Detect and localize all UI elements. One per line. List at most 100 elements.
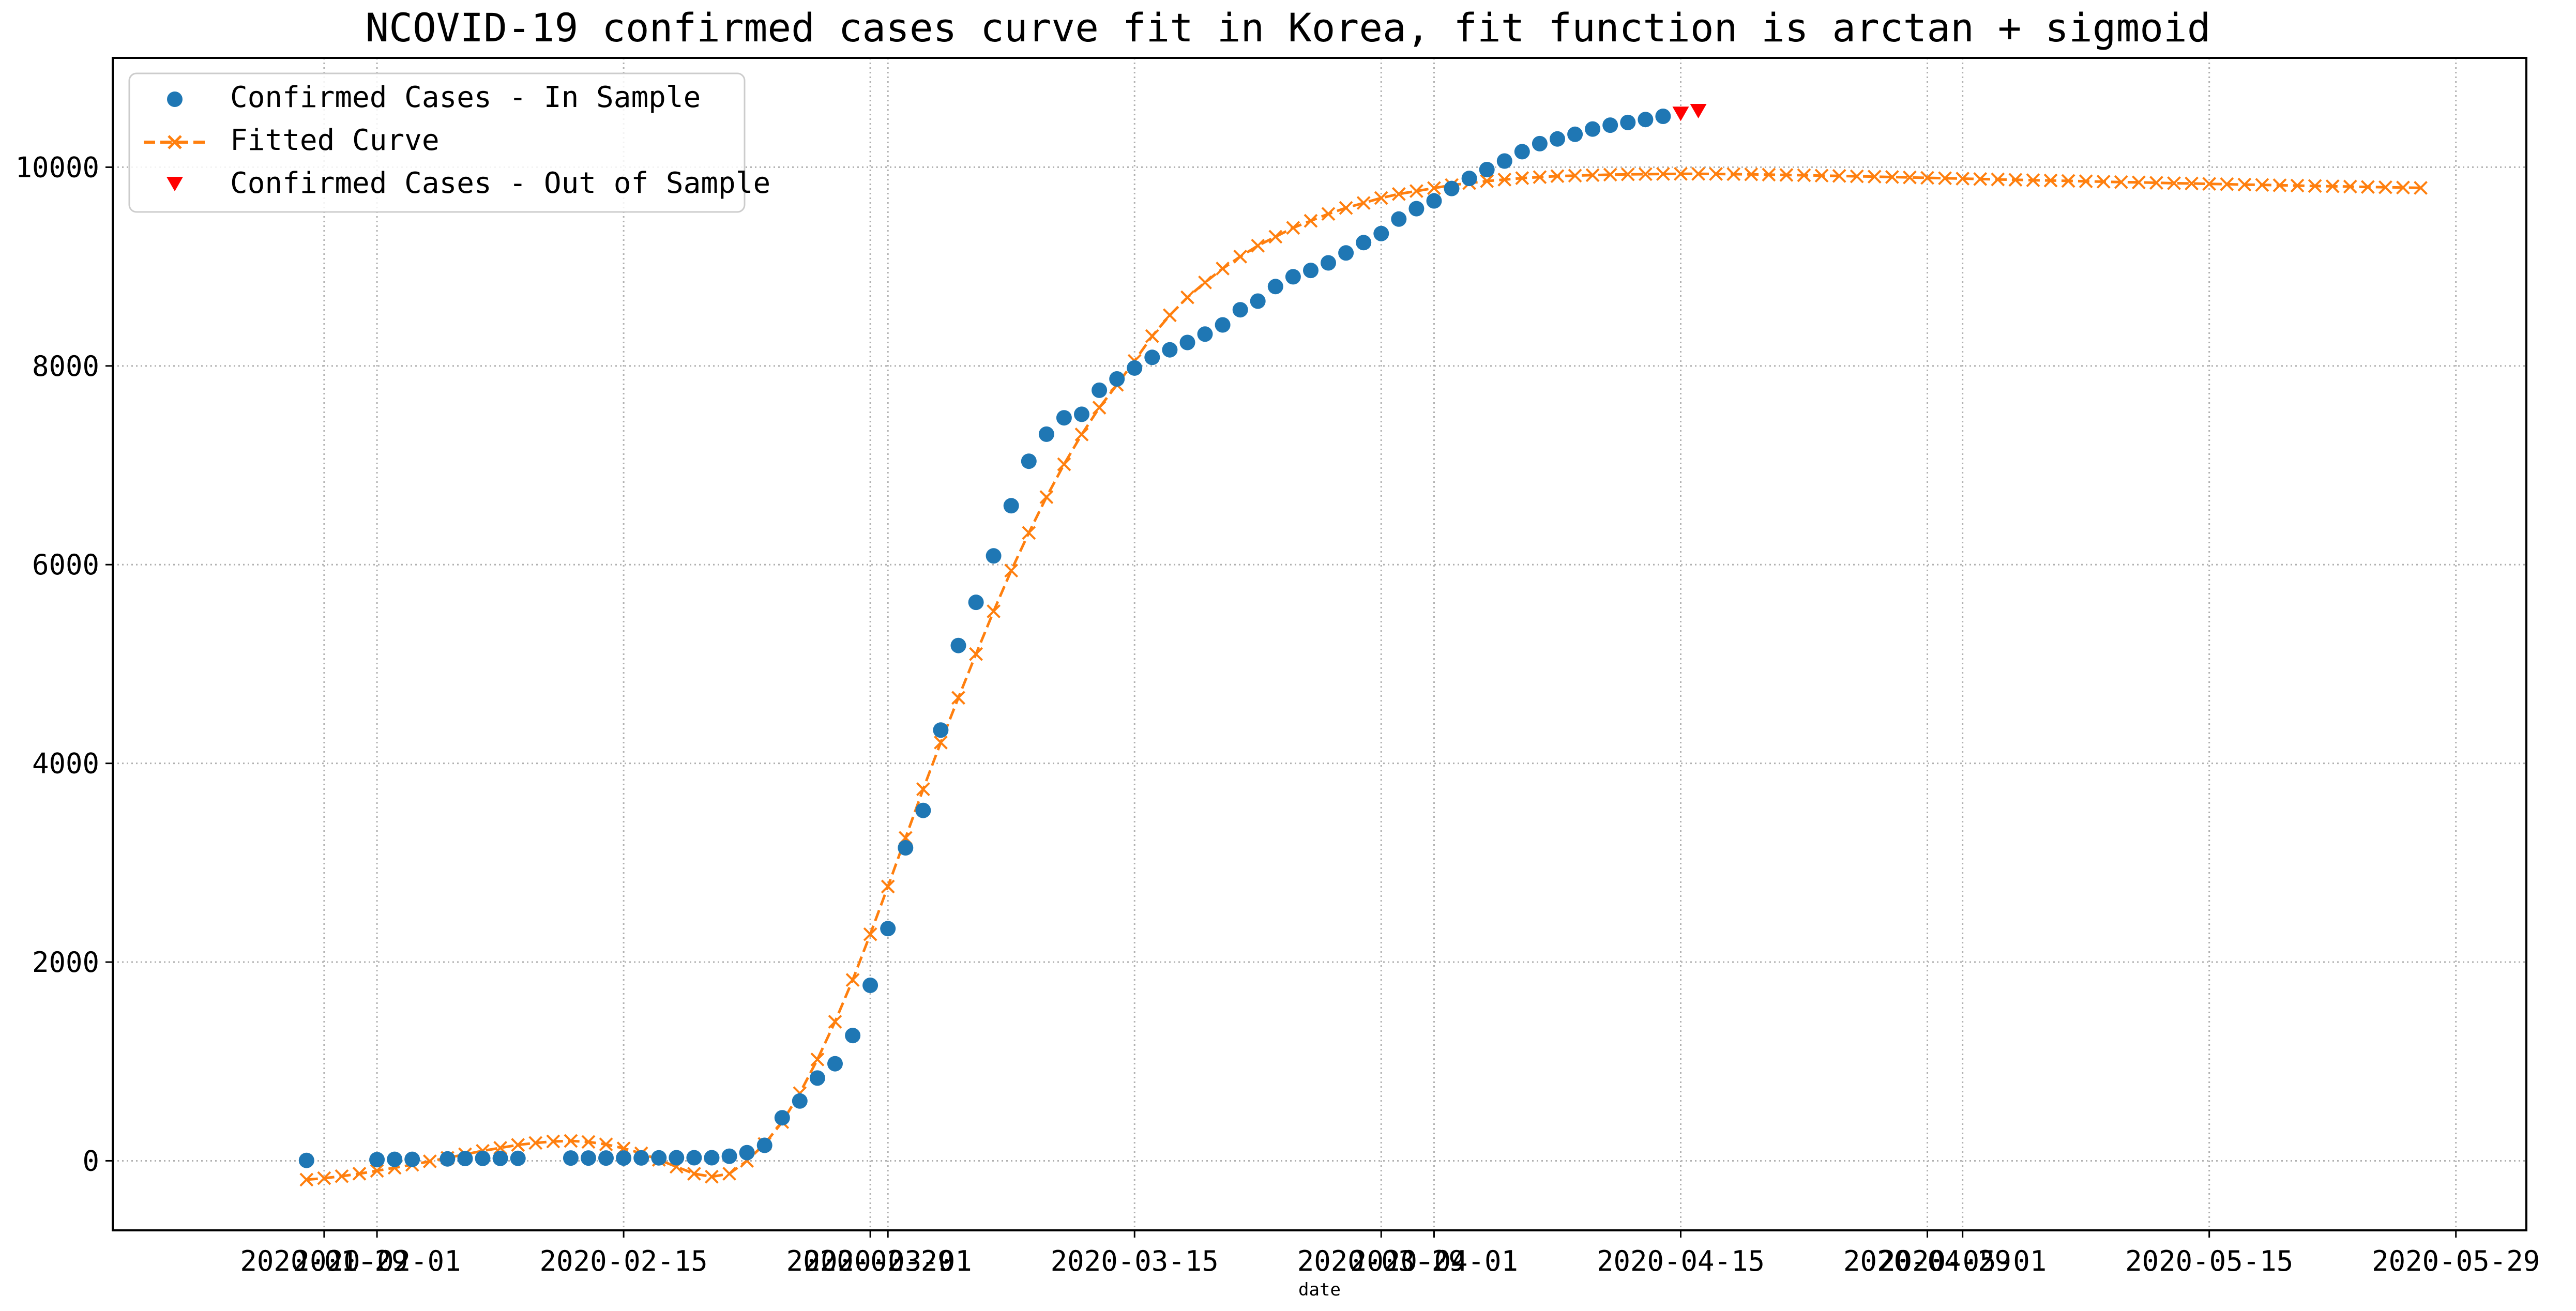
grid (113, 58, 2526, 1230)
legend-label-out-of-sample: Confirmed Cases - Out of Sample (230, 166, 770, 200)
legend: Confirmed Cases - In Sample Fitted Curve… (128, 72, 770, 213)
fitted-curve-marker (1850, 169, 1864, 184)
fitted-curve-marker (1920, 171, 1934, 185)
fitted-curve-marker (1973, 172, 1988, 186)
fitted-curve-marker (2061, 174, 2075, 188)
fitted-curve-marker (1321, 207, 1336, 221)
in-sample-point (827, 1056, 843, 1072)
fitted-curve-marker (1057, 457, 1071, 471)
fitted-curve-marker (511, 1138, 525, 1152)
fitted-curve-marker (1832, 169, 1846, 183)
in-sample-point (986, 548, 1002, 564)
in-sample-point (792, 1093, 808, 1109)
x-tick-label: 2020-02-29 (786, 1245, 954, 1277)
in-sample-point (1109, 371, 1125, 387)
in-sample-point (404, 1151, 420, 1167)
plot-frame (112, 57, 2527, 1231)
in-sample-point (1496, 153, 1512, 169)
in-sample-point (1391, 211, 1407, 227)
fitted-curve-marker (1867, 170, 1882, 184)
fitted-curve-marker (599, 1137, 613, 1152)
y-axis-ticks: 0 2000 4000 6000 8000 10000 (15, 151, 113, 1177)
fitted-curve-marker (1145, 329, 1159, 343)
fitted-curve-marker (1092, 401, 1107, 415)
fitted-curve-marker (2378, 180, 2392, 194)
fitted-curve-marker (2114, 175, 2128, 189)
x-tick-label: 2020-04-15 (1597, 1245, 1765, 1277)
fitted-curve-marker (2026, 173, 2040, 188)
in-sample-point (1179, 334, 1195, 350)
fitted-curve-marker (1233, 249, 1248, 264)
legend-marker-x (168, 135, 182, 149)
chart-title: NCOVID-19 confirmed cases curve fit in K… (366, 5, 2211, 51)
in-sample-point (1567, 126, 1583, 142)
fitted-curve-marker (987, 604, 1001, 618)
in-sample-point (739, 1145, 755, 1161)
in-sample-point (1038, 426, 1054, 442)
fitted-curve-marker (1797, 168, 1811, 182)
fitted-curve-marker (1022, 526, 1036, 540)
fitted-curve-marker (2096, 175, 2111, 189)
fitted-curve-marker (581, 1135, 596, 1149)
fitted-curve-marker (2131, 175, 2146, 190)
in-sample-point (1250, 293, 1266, 309)
in-sample-point (616, 1150, 632, 1166)
fitted-curve-marker (2043, 173, 2058, 188)
fitted-curve-marker (828, 1014, 842, 1029)
in-sample-point (457, 1151, 473, 1166)
in-sample-point (1426, 193, 1442, 209)
fitted-curve-marker (1991, 172, 2005, 187)
in-sample-point (933, 722, 949, 738)
fitted-curve-marker (863, 927, 877, 941)
fitted-curve-marker (1656, 167, 1670, 181)
in-sample-point (475, 1150, 491, 1166)
x-tick-label: 2020-03-15 (1051, 1245, 1219, 1277)
in-sample-point (1479, 162, 1495, 177)
x-tick-label: 2020-04-01 (1350, 1245, 1518, 1277)
fitted-curve-marker (1638, 167, 1653, 181)
fitted-curve-marker (2308, 179, 2322, 193)
fitted-curve-marker (2008, 173, 2023, 187)
fitted-curve-marker (2079, 174, 2093, 189)
in-sample-point (1373, 225, 1389, 241)
in-sample-point (669, 1150, 685, 1166)
in-sample-point (1303, 263, 1319, 279)
in-sample-point (633, 1150, 649, 1166)
legend-box (128, 72, 746, 213)
fitted-curve-marker (2360, 180, 2375, 194)
fitted-curve-marker (1691, 166, 1705, 181)
in-sample-point (704, 1150, 720, 1166)
fitted-curve-marker (1550, 169, 1565, 184)
fitted-curve-marker (528, 1136, 543, 1150)
fitted-curve-marker (1938, 171, 1952, 186)
fitted-curve-marker (1304, 214, 1318, 228)
in-sample-point (880, 921, 896, 937)
fitted-curve-marker (2185, 176, 2199, 191)
in-sample-point (845, 1028, 861, 1044)
fitted-curve-marker (2325, 179, 2340, 193)
y-tick-label: 4000 (32, 748, 99, 780)
in-sample-point (1127, 360, 1143, 376)
fitted-curve-marker (1391, 187, 1406, 201)
in-sample-point (774, 1110, 790, 1126)
fitted-curve-marker (845, 973, 860, 987)
in-sample-point (1444, 180, 1460, 196)
in-sample-point (1550, 131, 1565, 147)
fitted-curve-marker (969, 647, 983, 661)
in-sample-point (1585, 121, 1601, 137)
in-sample-point (915, 802, 931, 818)
fitted-curve-marker (1039, 490, 1054, 504)
fitted-curve-marker (1568, 169, 1582, 183)
in-sample-point (581, 1150, 596, 1166)
fitted-curve-marker (1709, 167, 1723, 181)
fitted-curve-marker (335, 1169, 349, 1183)
x-tick-label: 2020-01-29 (240, 1245, 408, 1277)
out-of-sample-point (1672, 106, 1689, 121)
x-axis-label: date (1298, 1279, 1341, 1300)
y-tick-label: 2000 (32, 946, 99, 979)
fitted-curve-marker (546, 1134, 560, 1149)
in-sample-point (1215, 317, 1231, 333)
fitted-curve-marker (934, 735, 948, 750)
in-sample-point (651, 1150, 667, 1166)
